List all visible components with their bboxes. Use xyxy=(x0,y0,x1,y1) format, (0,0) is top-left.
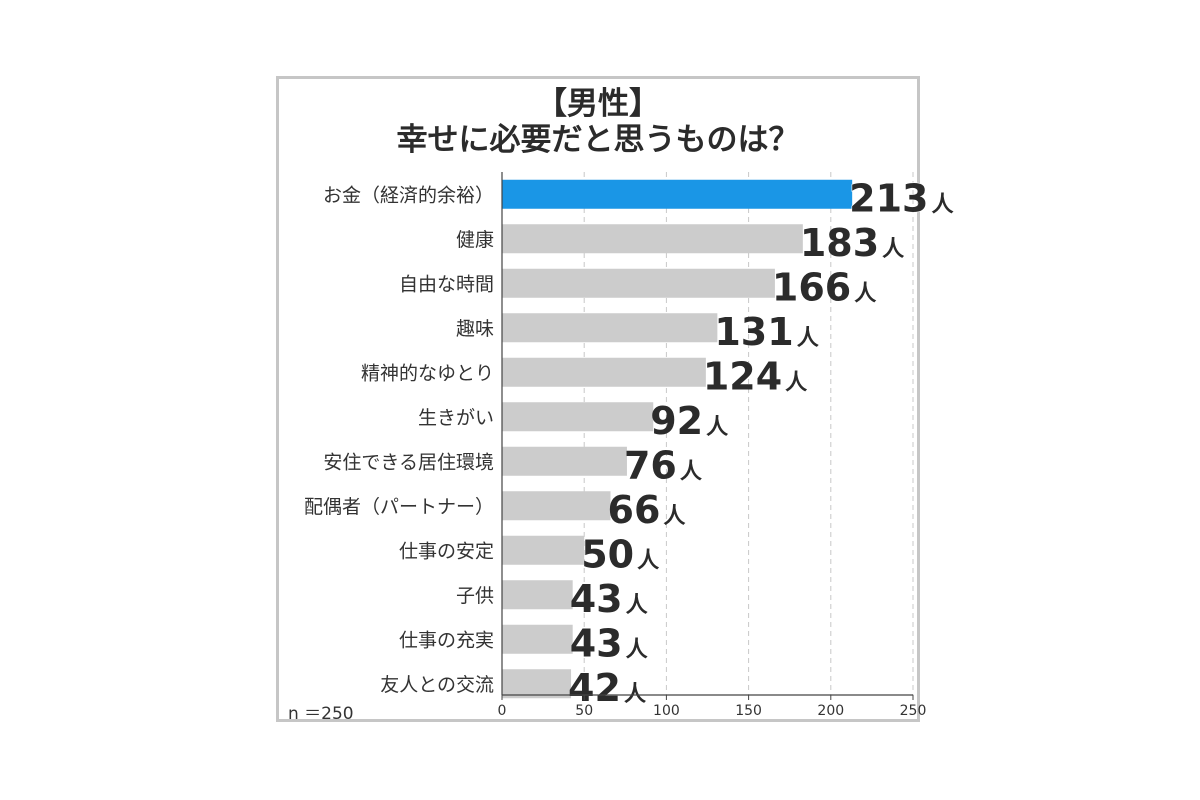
bar-5 xyxy=(502,402,654,432)
category-label-0: お金（経済的余裕） xyxy=(323,184,494,206)
category-label-3: 趣味 xyxy=(456,318,494,340)
category-label-4: 精神的なゆとり xyxy=(361,362,494,384)
value-label-1: 183 人 xyxy=(800,221,904,265)
value-label-3: 131 人 xyxy=(714,310,818,354)
value-label-4: 124 人 xyxy=(703,354,807,398)
chart-subtitle: 幸せに必要だと思うものは？ xyxy=(396,122,800,158)
value-label-8: 50 人 xyxy=(581,532,659,576)
x-tick-label-0: 0 xyxy=(498,703,507,719)
value-label-2: 166 人 xyxy=(772,265,876,309)
category-label-9: 子供 xyxy=(456,585,494,607)
category-label-8: 仕事の安定 xyxy=(399,540,494,562)
value-label-7: 66 人 xyxy=(608,488,686,532)
x-tick-label-250: 250 xyxy=(900,703,927,719)
category-label-7: 配偶者（パートナー） xyxy=(304,496,494,518)
x-tick-label-200: 200 xyxy=(817,703,844,719)
category-label-5: 生きがい xyxy=(418,407,494,429)
chart-title: 【男性】 xyxy=(536,86,660,122)
category-label-10: 仕事の充実 xyxy=(399,629,494,651)
value-label-11: 42 人 xyxy=(568,666,646,710)
value-label-0: 213 人 xyxy=(849,176,953,220)
bar-8 xyxy=(502,535,585,565)
bar-10 xyxy=(502,624,573,654)
sample-size-note: n ＝250 xyxy=(288,704,354,724)
value-label-9: 43 人 xyxy=(570,577,648,621)
value-label-6: 76 人 xyxy=(624,443,702,487)
category-label-2: 自由な時間 xyxy=(399,273,494,295)
category-label-11: 友人との交流 xyxy=(380,674,494,696)
category-label-6: 安住できる居住環境 xyxy=(323,451,494,473)
bar-4 xyxy=(502,357,706,387)
value-label-10: 43 人 xyxy=(570,621,648,665)
x-tick-label-100: 100 xyxy=(653,703,680,719)
bar-3 xyxy=(502,313,718,343)
category-label-1: 健康 xyxy=(456,229,494,251)
x-tick-label-50: 50 xyxy=(575,703,593,719)
bar-9 xyxy=(502,580,573,610)
bar-0 xyxy=(502,179,853,209)
bar-7 xyxy=(502,491,611,521)
value-label-5: 92 人 xyxy=(650,399,728,443)
bar-2 xyxy=(502,268,775,298)
x-tick-label-150: 150 xyxy=(735,703,762,719)
bar-11 xyxy=(502,669,572,699)
bar-1 xyxy=(502,224,803,254)
bar-6 xyxy=(502,446,627,476)
